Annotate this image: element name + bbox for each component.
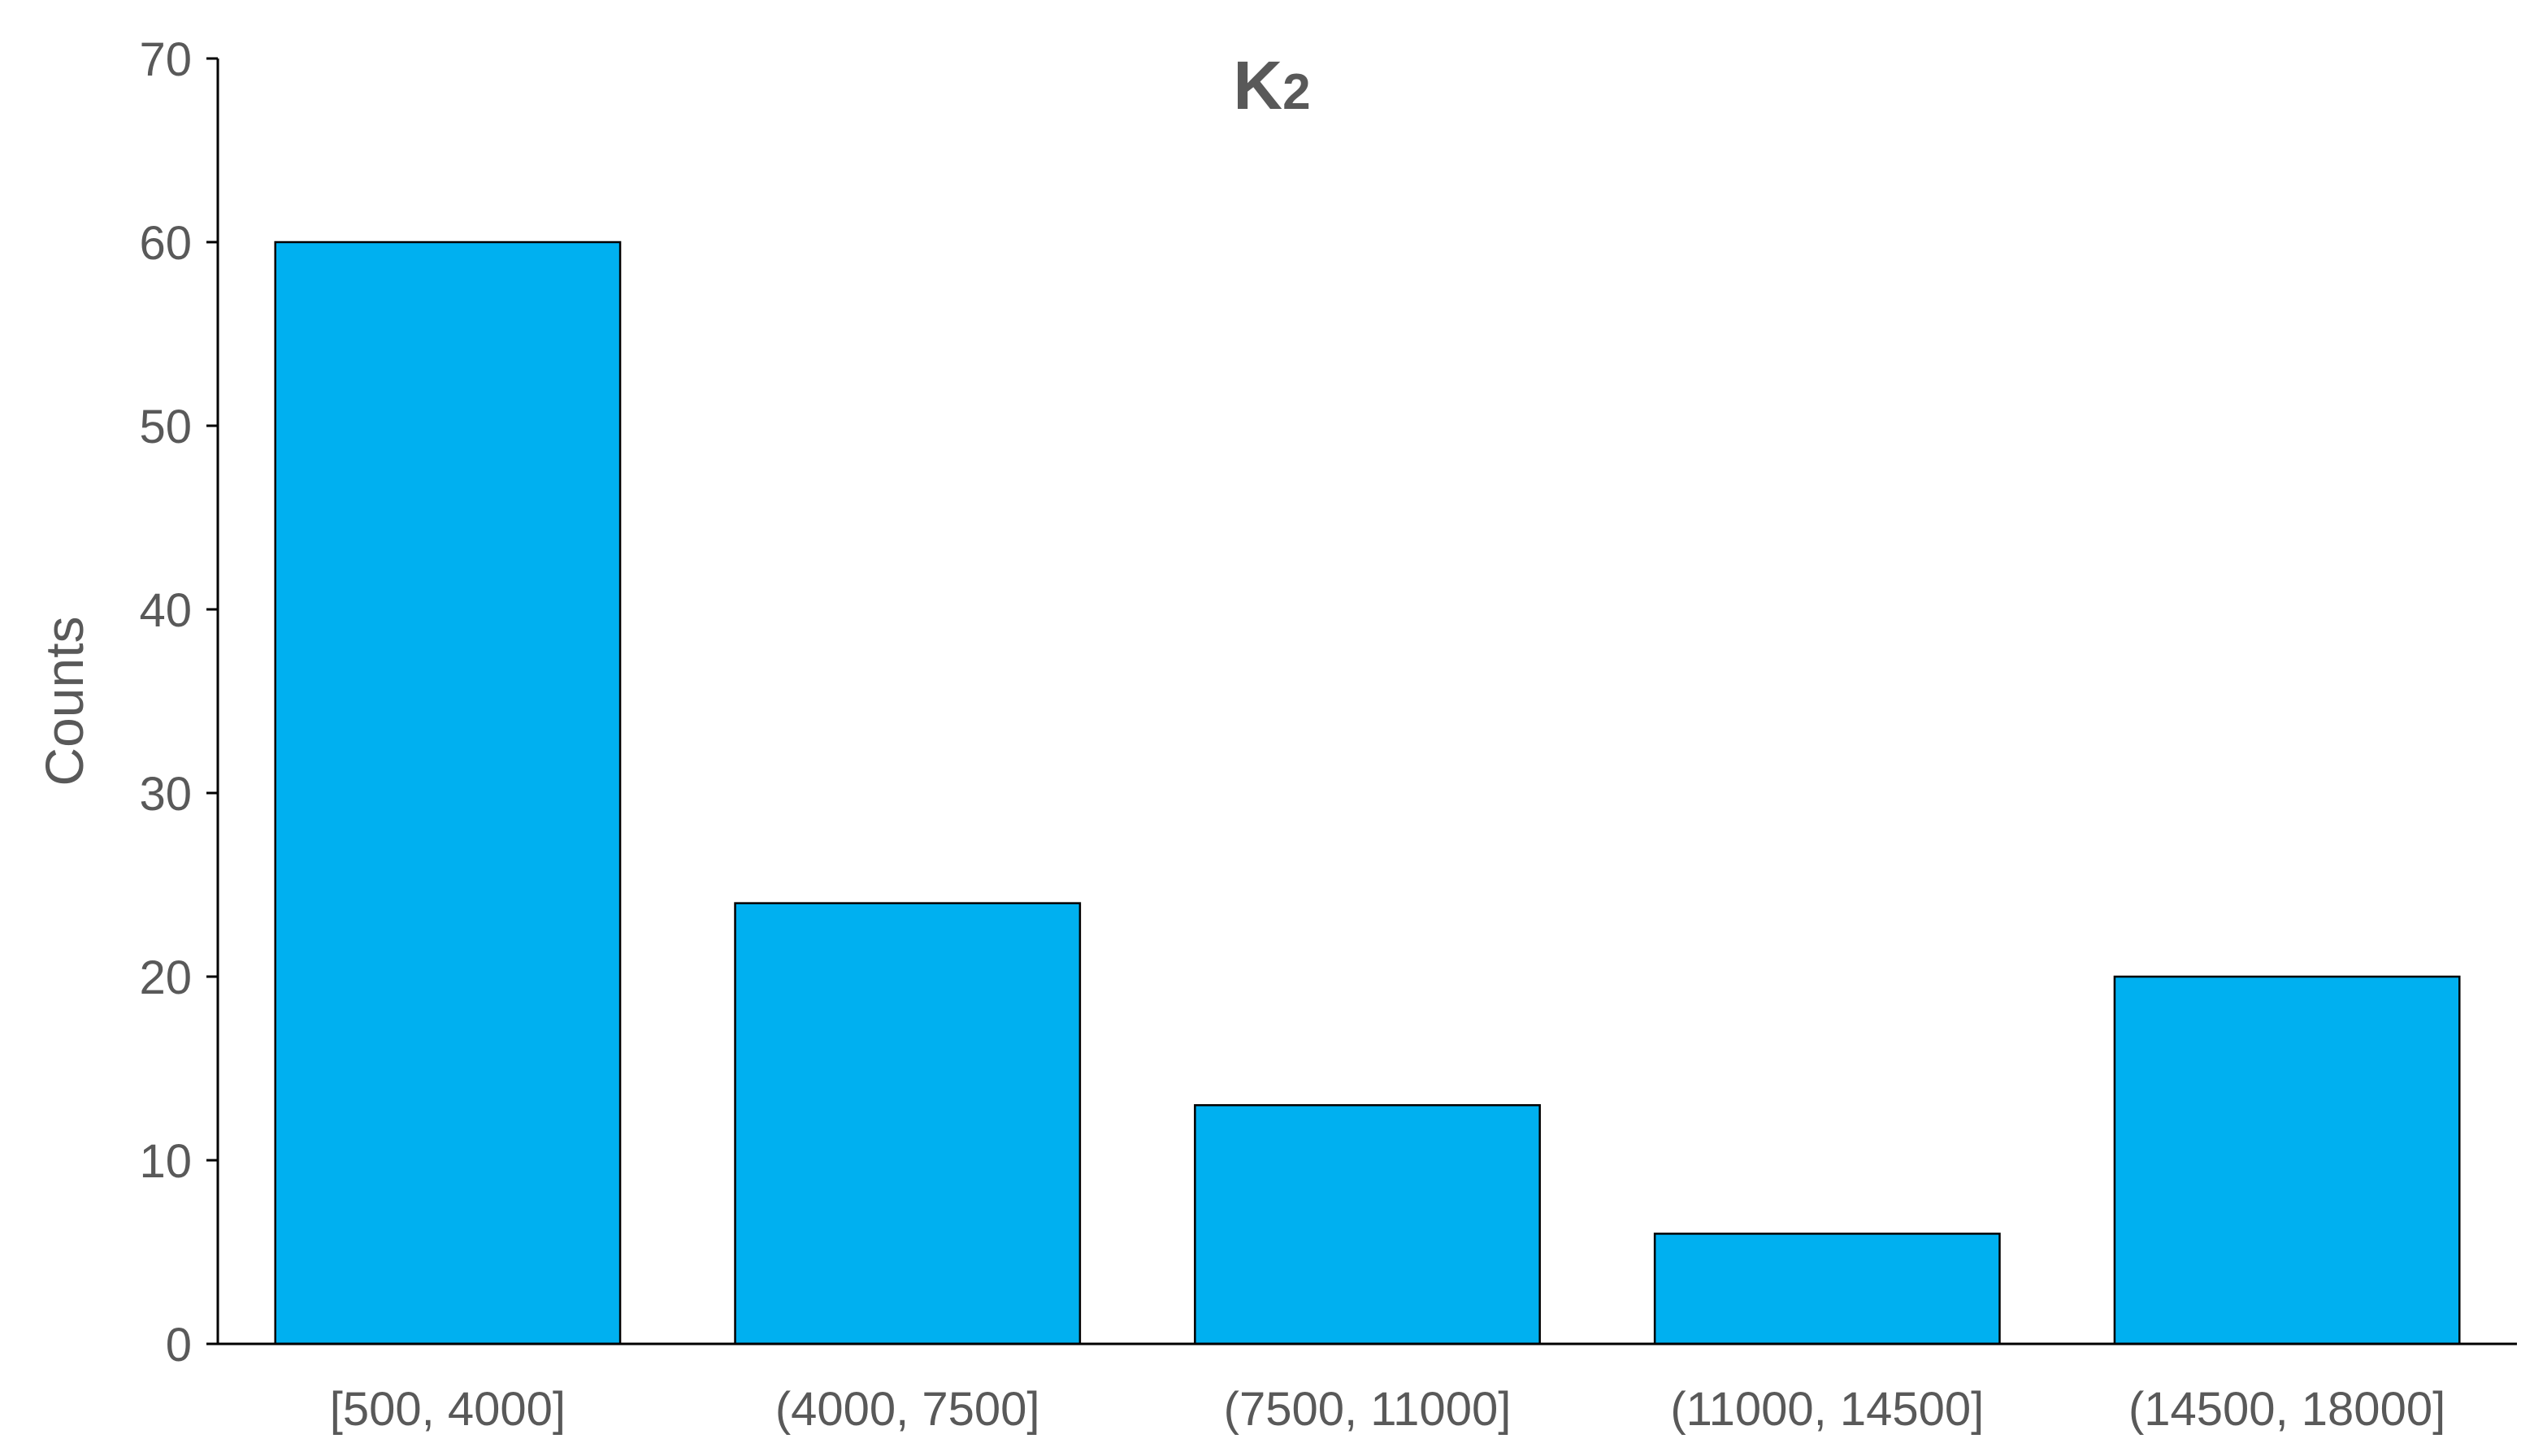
x-tick-labels: [500, 4000] (4000, 7500] (7500, 11000] (110… bbox=[330, 1383, 2445, 1436]
chart-title: K2 bbox=[1233, 47, 1310, 124]
x-tick-label: (7500, 11000] bbox=[1224, 1383, 1512, 1436]
bars-layer bbox=[274, 240, 2461, 1346]
y-tick-labels: 0 10 20 30 40 50 60 70 bbox=[139, 33, 218, 1372]
chart-title-subscript: 2 bbox=[1282, 64, 1310, 120]
y-tick-label: 40 bbox=[139, 584, 192, 637]
bar-4 bbox=[1653, 1233, 2001, 1346]
y-axis-title: Counts bbox=[34, 616, 94, 786]
x-tick-label: (11000, 14500] bbox=[1670, 1383, 1984, 1436]
y-tick-label: 20 bbox=[139, 951, 192, 1004]
bar-2 bbox=[734, 902, 1082, 1346]
x-tick-label: [500, 4000] bbox=[330, 1383, 566, 1436]
x-tick-label: (14500, 18000] bbox=[2128, 1383, 2445, 1436]
x-tick-label: (4000, 7500] bbox=[775, 1383, 1040, 1436]
y-tick-label: 30 bbox=[139, 768, 192, 821]
y-tick-label: 10 bbox=[139, 1135, 192, 1188]
bar-5 bbox=[2113, 975, 2461, 1346]
y-tick-label: 70 bbox=[139, 33, 192, 86]
y-tick-label: 50 bbox=[139, 401, 192, 453]
axes-layer bbox=[216, 58, 2517, 1346]
chart-title-main: K bbox=[1233, 47, 1282, 124]
bar-1 bbox=[274, 240, 622, 1346]
y-tick-label: 60 bbox=[139, 217, 192, 270]
y-tick-label: 0 bbox=[166, 1319, 192, 1372]
bar-3 bbox=[1194, 1103, 1541, 1346]
